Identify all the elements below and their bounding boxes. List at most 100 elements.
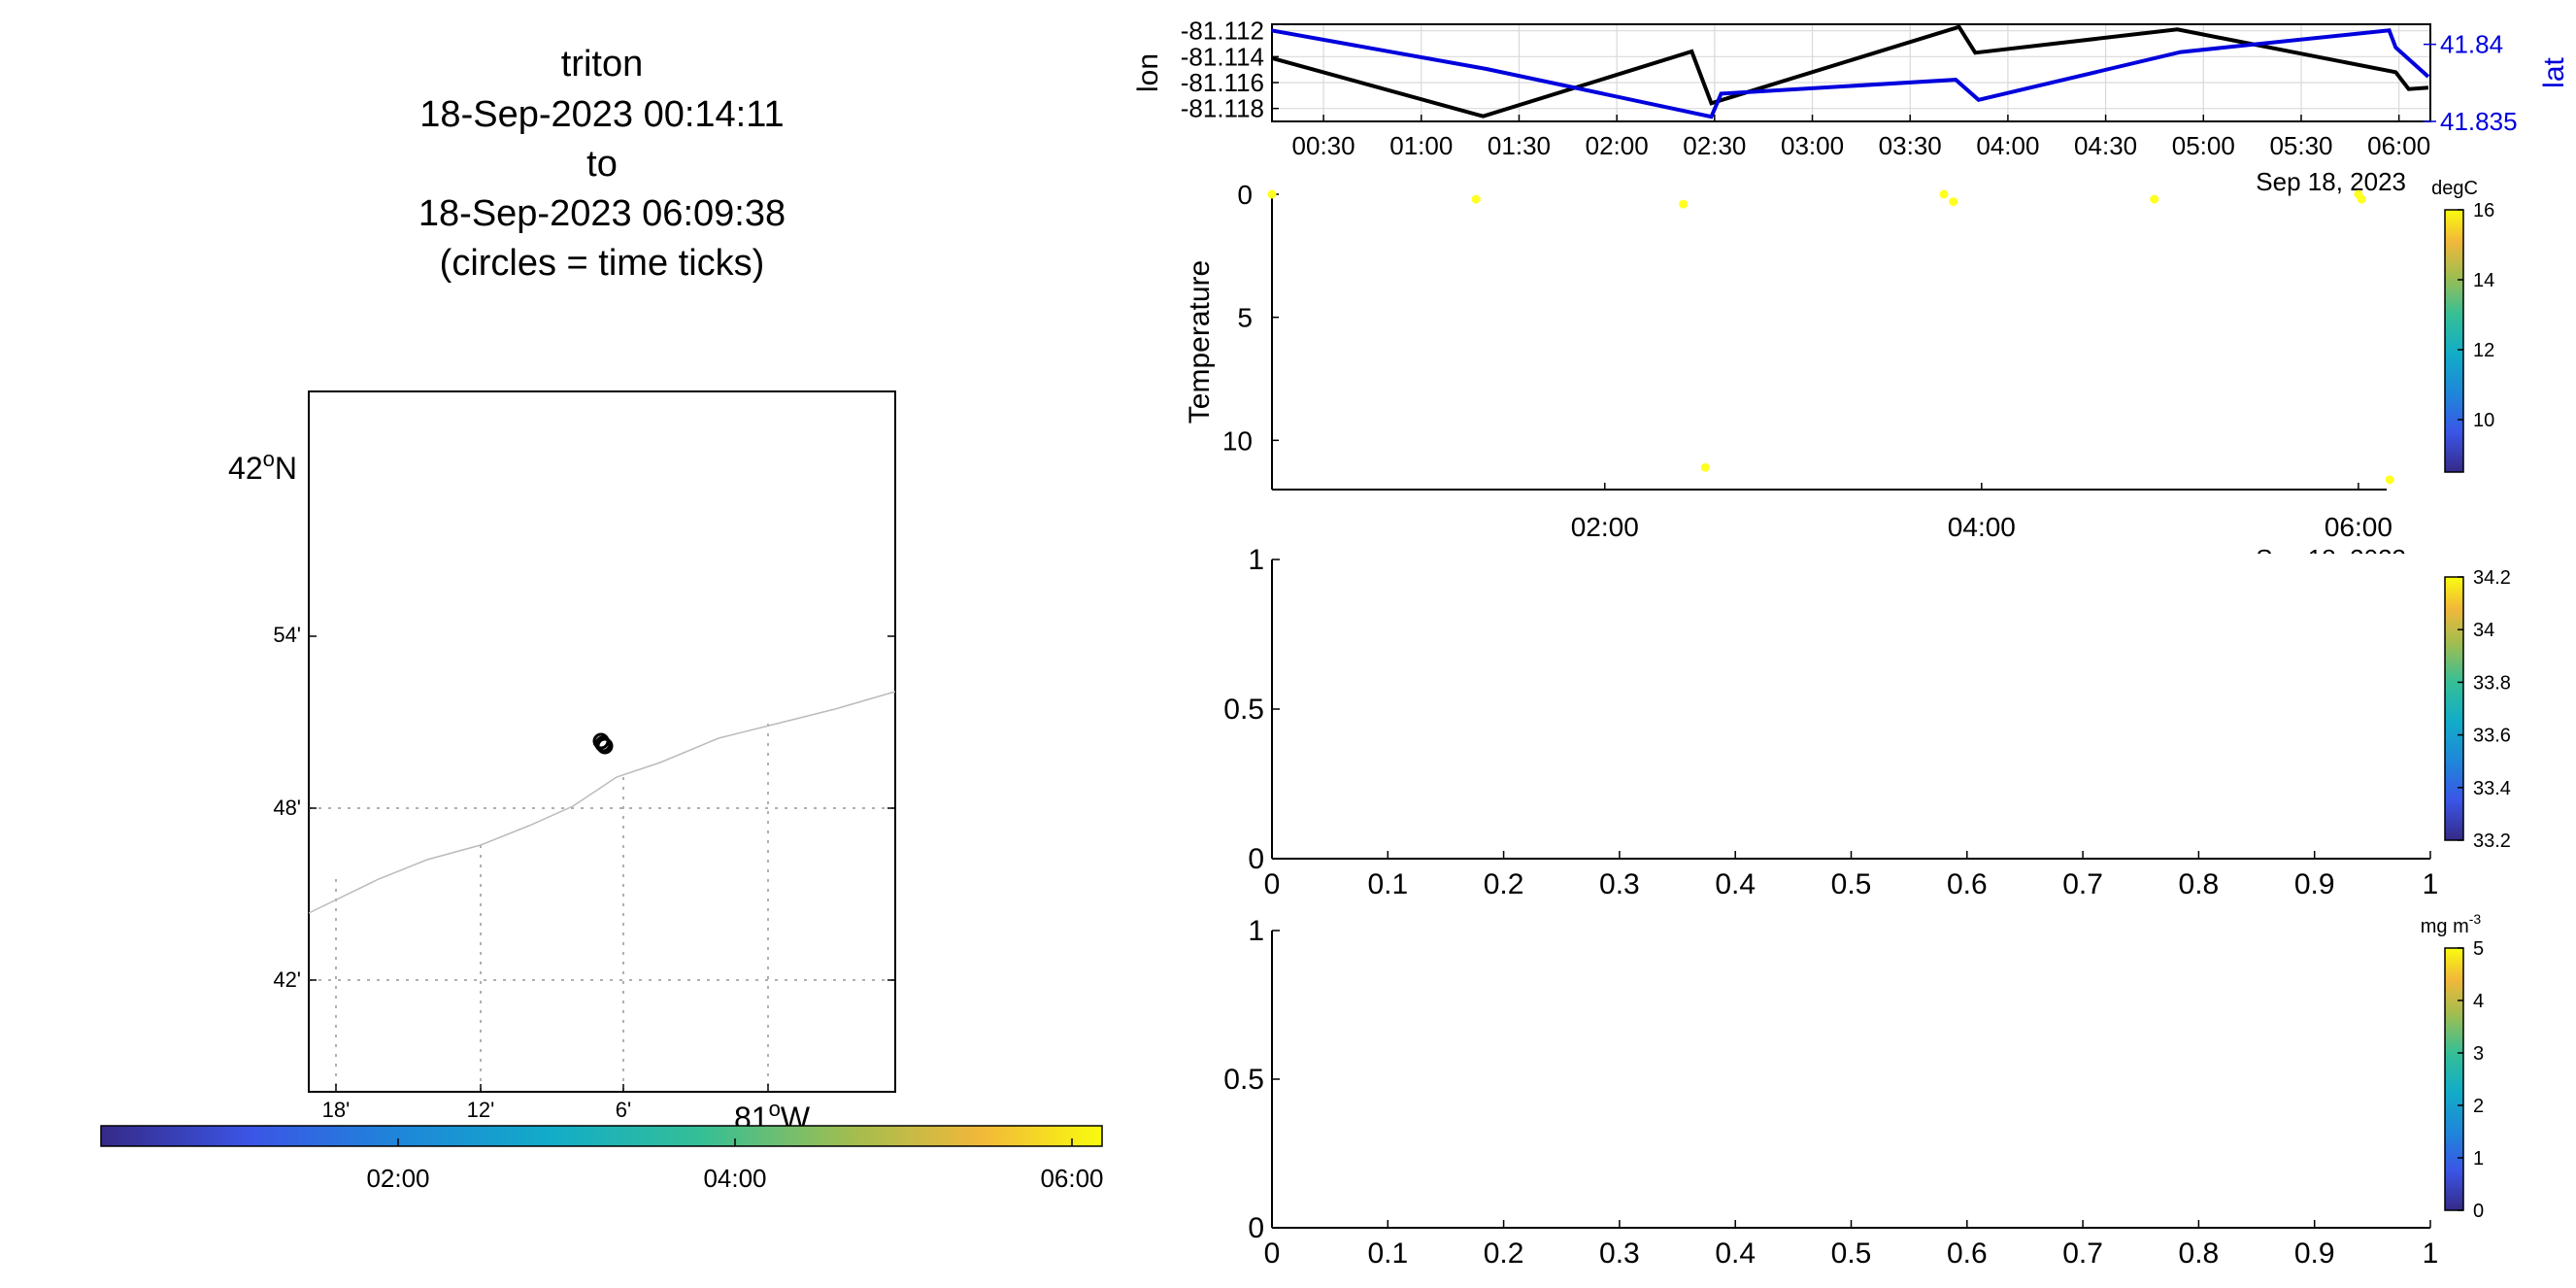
temperature-x-tick-label: 02:00 — [1571, 512, 1639, 542]
lonlat-x-tick-label: 01:00 — [1389, 131, 1453, 160]
panel4-x-tick-label: 0.1 — [1367, 1237, 1408, 1270]
colorbar-tick-label: 14 — [2473, 270, 2494, 291]
colorbar-tick-label: 34.2 — [2473, 567, 2511, 589]
panel3-x-tick-label: 1 — [2423, 868, 2439, 900]
lonlat-x-tick-label: 03:00 — [1781, 131, 1844, 160]
lat-label-54: 54' — [273, 623, 301, 647]
map-ticks — [309, 635, 895, 1092]
lon-label-18: 18' — [322, 1098, 351, 1122]
lat-axis-label: lat — [2538, 56, 2570, 87]
coastline — [308, 691, 896, 914]
colorbar-tick-label: 34 — [2473, 620, 2494, 641]
panel3-x-tick-label: 0.5 — [1831, 868, 1872, 900]
lonlat-x-ticks: 00:30 01:00 01:30 02:00 02:30 03:00 03:30 04:00… — [1292, 115, 2430, 160]
colorbar-tick-label: 2 — [2473, 1096, 2484, 1117]
lon-tick-label: -81.118 — [1181, 94, 1264, 123]
panel4-x-tick-label: 0.6 — [1947, 1237, 1988, 1270]
panel4-x-tick-label: 0.8 — [2179, 1237, 2220, 1270]
map-frame — [308, 390, 896, 1093]
colorbar-tick-label: 1 — [2473, 1148, 2484, 1169]
panel4-x-tick-label: 0 — [1264, 1237, 1281, 1270]
panel3-x-tick-label: 0.4 — [1715, 868, 1756, 900]
time-colorbar-gradient — [100, 1125, 1103, 1147]
time-colorbar-tick: 02:00 — [366, 1164, 429, 1193]
panel4-x-tick-label: 0.9 — [2294, 1237, 2335, 1270]
lon-tick-label: -81.114 — [1181, 42, 1264, 71]
temperature-x-ticks: 02:00 04:00 06:00 — [1571, 483, 2392, 542]
panel3-x-tick-label: 0.8 — [2179, 868, 2220, 900]
panel3-x-tick-label: 0 — [1264, 868, 1281, 900]
lat-tick-label: 41.84 — [2440, 30, 2503, 59]
panel4-x-tick-label: 0.7 — [2062, 1237, 2103, 1270]
temperature-x-tick-label: 06:00 — [2325, 512, 2392, 542]
colorbar-gradient — [2444, 947, 2464, 1211]
colorbar-tick-label: 16 — [2473, 200, 2494, 221]
lonlat-x-tick-label: 06:00 — [2367, 131, 2430, 160]
colorbar-tick-label: 4 — [2473, 991, 2484, 1012]
temperature-point — [2150, 194, 2159, 204]
map-panel: 42oN 54' 48' 42' 18' 12' 6' 81oW — [228, 390, 896, 1135]
lon-axis-label: lon — [1132, 53, 1164, 92]
colorbar-tick-label: 33.4 — [2473, 778, 2511, 799]
track-circle — [594, 735, 612, 753]
lonlat-right-ticks: 41.84 41.835 — [2424, 30, 2518, 136]
temperature-point — [1679, 199, 1689, 209]
temperature-point — [2357, 194, 2366, 204]
panel4-x-tick-label: 0.5 — [1831, 1237, 1872, 1270]
colorbar-tick-label: 3 — [2473, 1043, 2484, 1065]
lat-series-line — [1271, 28, 2430, 119]
time-colorbar-tick: 04:00 — [703, 1164, 766, 1193]
colorbar-tick-label: 33.2 — [2473, 830, 2511, 852]
lonlat-x-tick-label: 02:30 — [1683, 131, 1746, 160]
lon-tick-label: -81.116 — [1181, 68, 1264, 97]
lonlat-x-tick-label: 04:00 — [1976, 131, 2039, 160]
lonlat-x-tick-label: 01:30 — [1488, 131, 1551, 160]
panel4-y-tick-label: 1 — [1248, 915, 1264, 947]
colorbar-tick-label: 12 — [2473, 340, 2494, 361]
colorbar-tick-label: 10 — [2473, 410, 2494, 431]
lonlat-x-tick-label: 05:30 — [2269, 131, 2332, 160]
panel3-x-tick-label: 0.3 — [1599, 868, 1640, 900]
panel3-y-tick-label: 0.5 — [1223, 694, 1264, 726]
chlorophyll-colorbar-label: mg m-3 — [2421, 911, 2482, 937]
temperature-y-tick-label: 5 — [1237, 303, 1253, 333]
panel3-y-ticks: 00.51 — [1223, 544, 1280, 875]
colorbar-tick-label: 5 — [2473, 938, 2484, 960]
lonlat-series — [1270, 24, 2430, 119]
panel4-y-tick-label: 0.5 — [1223, 1064, 1264, 1096]
track-circle — [596, 737, 614, 755]
panel3-colorbar: 34.2 34 33.8 33.6 33.4 33.2 — [2444, 567, 2511, 852]
colorbar-gradient — [2444, 576, 2464, 841]
temperature-points — [1267, 189, 2394, 485]
title-line-5: (circles = time ticks) — [440, 243, 765, 284]
lat-tick-label: 41.835 — [2440, 107, 2518, 136]
lon-label-6: 6' — [616, 1098, 631, 1122]
lonlat-x-tick-label: 04:30 — [2074, 131, 2137, 160]
colorbar-tick-label: 0 — [2473, 1201, 2484, 1222]
panel3-y-tick-label: 0 — [1248, 843, 1264, 875]
lonlat-x-tick-label: 05:00 — [2172, 131, 2235, 160]
colorbar-gradient — [2444, 209, 2464, 473]
track-circles — [592, 732, 614, 755]
title-line-3: to — [586, 144, 618, 185]
panel4-y-ticks: 00.51 — [1223, 915, 1280, 1244]
lonlat-axes — [1271, 23, 2431, 122]
temperature-point — [2385, 475, 2394, 485]
temperature-axis-label: Temperature — [1184, 260, 1216, 424]
colorbar-tick-label: 33.6 — [2473, 726, 2511, 747]
colorbar-tick-label: 33.8 — [2473, 672, 2511, 694]
lonlat-panel: -81.112-81.114-81.116-81.118 41.84 41.835… — [1132, 17, 2570, 196]
panel4-x-tick-label: 0.3 — [1599, 1237, 1640, 1270]
temperature-point — [1700, 462, 1710, 472]
salinity-panel: 00.51 0 0.1 0.2 0.3 0.4 0.5 0.6 0.7 0.8 0.9 1 34.2… — [1223, 544, 2511, 900]
lonlat-date-label: Sep 18, 2023 — [2256, 167, 2406, 196]
lat-label-48: 48' — [273, 796, 301, 820]
title-line-4: 18-Sep-2023 06:09:38 — [418, 193, 786, 234]
panel3-y-tick-label: 1 — [1248, 544, 1264, 576]
temperature-point — [1939, 189, 1949, 199]
lon-series-line — [1270, 24, 2429, 119]
temperature-point — [1949, 197, 1958, 207]
lonlat-left-ticks: -81.112-81.114-81.116-81.118 — [1181, 17, 1279, 123]
time-colorbar: 02:00 04:00 06:00 — [100, 1125, 1104, 1193]
